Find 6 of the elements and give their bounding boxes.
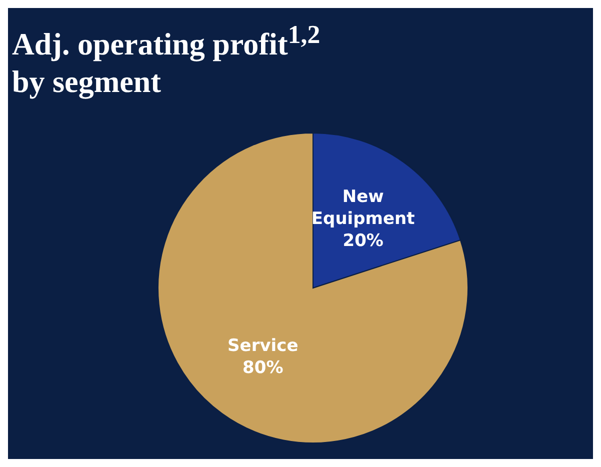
data-label: 20%: [342, 231, 384, 252]
slice-label: New Equipment: [311, 187, 415, 230]
data-label: 80%: [242, 358, 284, 378]
chart-title: Adj. operating profit$^{1,2}$ by segment: [12, 20, 320, 100]
slice-label: Service: [228, 336, 298, 356]
pie-slice: [158, 132, 468, 444]
